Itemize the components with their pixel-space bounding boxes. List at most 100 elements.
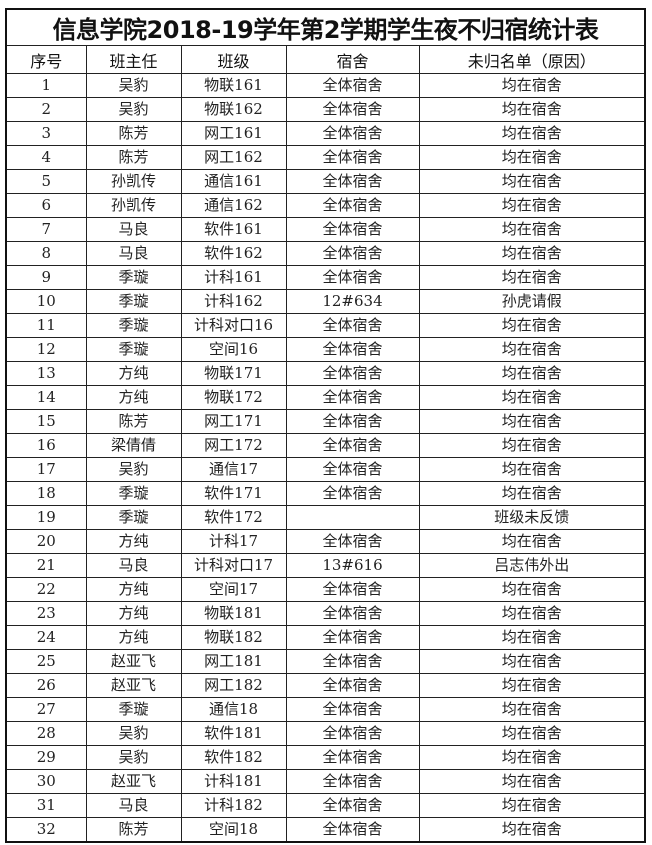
cell-absent-list: 均在宿舍 <box>418 217 646 242</box>
cell-absent-list: 孙虎请假 <box>418 289 646 314</box>
cell-head-teacher: 吴豹 <box>85 745 182 770</box>
cell-row-number: 31 <box>5 793 87 818</box>
cell-absent-list: 均在宿舍 <box>418 529 646 554</box>
table-title: 信息学院2018-19学年第2学期学生夜不归宿统计表 <box>5 8 646 46</box>
cell-absent-list: 均在宿舍 <box>418 193 646 218</box>
cell-head-teacher: 季璇 <box>85 313 182 338</box>
table-row: 8 马良 软件162 全体宿舍 均在宿舍 <box>5 241 646 266</box>
cell-dormitory: 全体宿舍 <box>285 625 420 650</box>
cell-dormitory: 全体宿舍 <box>285 361 420 386</box>
cell-dormitory: 全体宿舍 <box>285 433 420 458</box>
cell-head-teacher: 马良 <box>85 217 182 242</box>
cell-row-number: 18 <box>5 481 87 506</box>
cell-class-name: 通信17 <box>180 457 287 482</box>
cell-dormitory: 全体宿舍 <box>285 121 420 146</box>
table-row: 24 方纯 物联182 全体宿舍 均在宿舍 <box>5 625 646 650</box>
cell-head-teacher: 陈芳 <box>85 817 182 843</box>
cell-class-name: 网工172 <box>180 433 287 458</box>
table-row: 16 梁倩倩 网工172 全体宿舍 均在宿舍 <box>5 433 646 458</box>
cell-absent-list: 均在宿舍 <box>418 73 646 98</box>
column-header-absent-list: 未归名单（原因） <box>418 45 646 74</box>
cell-dormitory: 全体宿舍 <box>285 73 420 98</box>
cell-head-teacher: 吴豹 <box>85 97 182 122</box>
cell-dormitory: 全体宿舍 <box>285 457 420 482</box>
cell-row-number: 15 <box>5 409 87 434</box>
cell-absent-list: 均在宿舍 <box>418 649 646 674</box>
cell-dormitory: 全体宿舍 <box>285 745 420 770</box>
table-row: 4 陈芳 网工162 全体宿舍 均在宿舍 <box>5 145 646 170</box>
cell-absent-list: 均在宿舍 <box>418 769 646 794</box>
table-row: 17 吴豹 通信17 全体宿舍 均在宿舍 <box>5 457 646 482</box>
column-header-dormitory: 宿舍 <box>285 45 420 74</box>
table-row: 1 吴豹 物联161 全体宿舍 均在宿舍 <box>5 73 646 98</box>
cell-class-name: 计科161 <box>180 265 287 290</box>
cell-class-name: 软件171 <box>180 481 287 506</box>
cell-class-name: 软件161 <box>180 217 287 242</box>
cell-absent-list: 均在宿舍 <box>418 409 646 434</box>
cell-head-teacher: 赵亚飞 <box>85 649 182 674</box>
cell-class-name: 通信162 <box>180 193 287 218</box>
cell-head-teacher: 吴豹 <box>85 457 182 482</box>
cell-head-teacher: 季璇 <box>85 505 182 530</box>
cell-class-name: 空间18 <box>180 817 287 843</box>
cell-head-teacher: 马良 <box>85 553 182 578</box>
table-row: 15 陈芳 网工171 全体宿舍 均在宿舍 <box>5 409 646 434</box>
table-row: 5 孙凯传 通信161 全体宿舍 均在宿舍 <box>5 169 646 194</box>
cell-row-number: 7 <box>5 217 87 242</box>
cell-class-name: 物联162 <box>180 97 287 122</box>
cell-dormitory: 全体宿舍 <box>285 721 420 746</box>
cell-row-number: 27 <box>5 697 87 722</box>
cell-class-name: 物联171 <box>180 361 287 386</box>
cell-head-teacher: 陈芳 <box>85 121 182 146</box>
cell-absent-list: 均在宿舍 <box>418 721 646 746</box>
cell-class-name: 空间17 <box>180 577 287 602</box>
cell-absent-list: 均在宿舍 <box>418 745 646 770</box>
cell-head-teacher: 吴豹 <box>85 73 182 98</box>
cell-absent-list: 均在宿舍 <box>418 145 646 170</box>
statistics-table: 信息学院2018-19学年第2学期学生夜不归宿统计表 序号 班主任 班级 宿舍 未归名单… <box>5 8 646 843</box>
cell-dormitory: 全体宿舍 <box>285 769 420 794</box>
cell-head-teacher: 陈芳 <box>85 409 182 434</box>
cell-class-name: 计科对口16 <box>180 313 287 338</box>
cell-class-name: 网工161 <box>180 121 287 146</box>
cell-head-teacher: 方纯 <box>85 601 182 626</box>
cell-head-teacher: 季璇 <box>85 289 182 314</box>
table-body: 1 吴豹 物联161 全体宿舍 均在宿舍 2 吴豹 物联162 全体宿舍 均在宿舍 3 陈芳 网工161… <box>5 73 646 843</box>
cell-class-name: 物联161 <box>180 73 287 98</box>
table-row: 32 陈芳 空间18 全体宿舍 均在宿舍 <box>5 817 646 843</box>
table-row: 23 方纯 物联181 全体宿舍 均在宿舍 <box>5 601 646 626</box>
cell-absent-list: 吕志伟外出 <box>418 553 646 578</box>
cell-dormitory: 全体宿舍 <box>285 97 420 122</box>
cell-row-number: 11 <box>5 313 87 338</box>
table-row: 31 马良 计科182 全体宿舍 均在宿舍 <box>5 793 646 818</box>
table-row: 13 方纯 物联171 全体宿舍 均在宿舍 <box>5 361 646 386</box>
column-header-row-number: 序号 <box>5 45 87 74</box>
cell-absent-list: 均在宿舍 <box>418 433 646 458</box>
cell-row-number: 12 <box>5 337 87 362</box>
cell-row-number: 5 <box>5 169 87 194</box>
table-row: 20 方纯 计科17 全体宿舍 均在宿舍 <box>5 529 646 554</box>
cell-row-number: 8 <box>5 241 87 266</box>
cell-head-teacher: 季璇 <box>85 265 182 290</box>
cell-row-number: 9 <box>5 265 87 290</box>
table-row: 12 季璇 空间16 全体宿舍 均在宿舍 <box>5 337 646 362</box>
cell-row-number: 14 <box>5 385 87 410</box>
cell-absent-list: 均在宿舍 <box>418 817 646 843</box>
cell-dormitory: 全体宿舍 <box>285 601 420 626</box>
table-row: 14 方纯 物联172 全体宿舍 均在宿舍 <box>5 385 646 410</box>
table-row: 29 吴豹 软件182 全体宿舍 均在宿舍 <box>5 745 646 770</box>
cell-class-name: 通信161 <box>180 169 287 194</box>
cell-absent-list: 均在宿舍 <box>418 697 646 722</box>
table-row: 6 孙凯传 通信162 全体宿舍 均在宿舍 <box>5 193 646 218</box>
header-row: 序号 班主任 班级 宿舍 未归名单（原因） <box>5 45 646 74</box>
cell-row-number: 10 <box>5 289 87 314</box>
cell-head-teacher: 季璇 <box>85 481 182 506</box>
cell-dormitory: 13#616 <box>285 553 420 578</box>
cell-class-name: 物联181 <box>180 601 287 626</box>
table-row: 10 季璇 计科162 12#634 孙虎请假 <box>5 289 646 314</box>
cell-absent-list: 均在宿舍 <box>418 385 646 410</box>
table-row: 25 赵亚飞 网工181 全体宿舍 均在宿舍 <box>5 649 646 674</box>
cell-class-name: 计科181 <box>180 769 287 794</box>
cell-dormitory: 全体宿舍 <box>285 409 420 434</box>
cell-head-teacher: 孙凯传 <box>85 169 182 194</box>
